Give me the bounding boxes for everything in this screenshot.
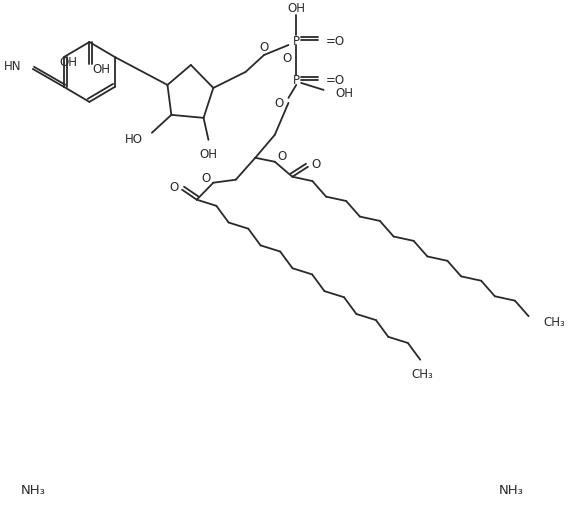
Text: O: O	[170, 181, 179, 194]
Text: P: P	[293, 35, 300, 47]
Text: O: O	[277, 150, 286, 163]
Text: NH₃: NH₃	[20, 483, 45, 496]
Text: OH: OH	[199, 148, 218, 161]
Text: HO: HO	[126, 133, 143, 146]
Text: OH: OH	[287, 2, 305, 15]
Text: O: O	[311, 158, 320, 171]
Text: O: O	[260, 40, 269, 53]
Text: P: P	[293, 74, 300, 87]
Text: O: O	[202, 172, 211, 185]
Text: OH: OH	[335, 87, 353, 100]
Text: O: O	[274, 97, 283, 110]
Text: O: O	[282, 52, 291, 65]
Text: OH: OH	[59, 56, 77, 69]
Text: CH₃: CH₃	[411, 367, 433, 380]
Text: =O: =O	[325, 35, 345, 47]
Text: HN: HN	[3, 61, 21, 73]
Text: =O: =O	[325, 74, 345, 87]
Text: NH₃: NH₃	[499, 483, 523, 496]
Text: CH₃: CH₃	[543, 315, 565, 328]
Text: OH: OH	[92, 63, 110, 76]
